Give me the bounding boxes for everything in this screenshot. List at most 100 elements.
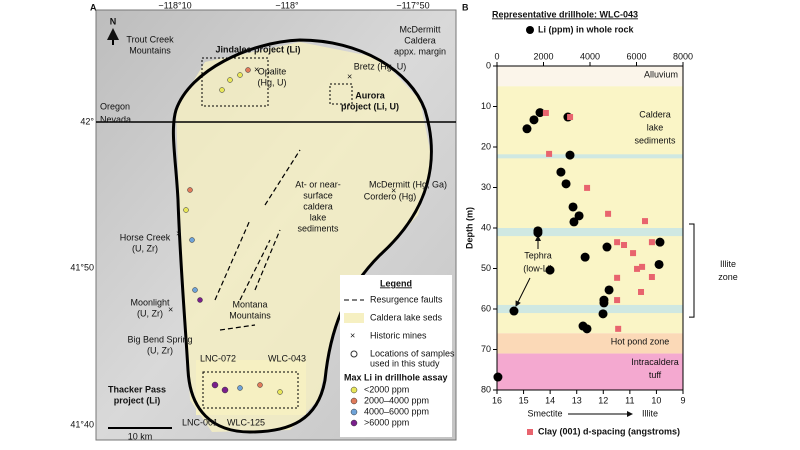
- map-label: (U, Zr): [132, 243, 158, 253]
- x-tick-label: 4000: [580, 51, 600, 61]
- point: [614, 297, 621, 304]
- map-label: McDermitt: [400, 24, 441, 34]
- point: [567, 114, 574, 121]
- map-label: Jindalee project (Li): [215, 44, 300, 54]
- point: [546, 150, 553, 157]
- scale-label: 10 km: [128, 431, 153, 441]
- point: [584, 184, 591, 191]
- faults: [214, 149, 301, 331]
- map-label: WLC-043: [268, 353, 306, 363]
- legend-marker: [527, 429, 533, 435]
- legend-swatch: [350, 397, 358, 405]
- point: [605, 210, 612, 217]
- map-label: lake: [310, 212, 327, 222]
- legend-sample: [350, 350, 358, 358]
- legend-title: Legend: [380, 278, 412, 288]
- x2-tick-label: 10: [651, 395, 661, 405]
- chart-title: Representative drillhole: WLC-043: [492, 9, 638, 19]
- legend-item: Resurgence faults: [370, 294, 443, 304]
- legend-box: [340, 275, 452, 437]
- map-label: WLC-125: [227, 417, 265, 427]
- zone-label: tuff: [649, 370, 662, 380]
- map-label: project (Li): [114, 395, 161, 405]
- point: [599, 298, 609, 308]
- x2-end-label: Illite: [642, 408, 658, 418]
- legend-item: Historic mines: [370, 330, 427, 340]
- zone: [497, 353, 683, 390]
- point: [638, 288, 645, 295]
- point: [569, 217, 579, 227]
- legend-label: Li (ppm) in whole rock: [538, 24, 634, 34]
- map-label: Trout Creek: [126, 34, 174, 44]
- map-label: (U, Zr): [147, 345, 173, 355]
- point: [634, 265, 641, 272]
- y-axis-label: Depth (m): [464, 207, 474, 249]
- longitude-label: −117°50: [396, 0, 429, 10]
- legend-label: Clay (001) d-spacing (angstroms): [538, 426, 680, 436]
- point: [648, 274, 655, 281]
- latitude-label: 42°: [80, 116, 94, 126]
- map-label: Aurora: [355, 90, 385, 100]
- point: [522, 124, 532, 134]
- x2-tick-label: 14: [545, 395, 555, 405]
- point: [509, 306, 519, 316]
- map-label: Thacker Pass: [108, 384, 166, 394]
- legend-swatch: [350, 408, 358, 416]
- x2-tick-label: 13: [572, 395, 582, 405]
- latitude-label: 41°50: [70, 262, 94, 272]
- point: [535, 108, 545, 118]
- x2-tick-label: 9: [680, 395, 685, 405]
- longitude-label: −118°10: [158, 0, 191, 10]
- tephra-band: [497, 228, 683, 237]
- legend-mine: ×: [350, 330, 355, 340]
- tephra-band: [497, 154, 683, 159]
- y-tick-label: 0: [486, 60, 491, 70]
- point: [568, 202, 578, 212]
- map-label: (U, Zr): [137, 308, 163, 318]
- legend-item: Caldera lake seds: [370, 312, 443, 322]
- zone-label: lake: [647, 123, 664, 133]
- legend-item: >6000 ppm: [364, 417, 409, 427]
- zone-label: sediments: [634, 136, 676, 146]
- x-tick-label: 0: [494, 51, 499, 61]
- mines: × × × × ×: [168, 64, 396, 314]
- zone: [497, 333, 683, 354]
- mine: ×: [391, 185, 396, 195]
- map-label: Cordero (Hg): [364, 191, 417, 201]
- x-tick-label: 2000: [533, 51, 553, 61]
- point: [582, 324, 592, 334]
- point: [580, 252, 590, 262]
- map-label: appx. margin: [394, 46, 446, 56]
- latitude-label: 41°40: [70, 419, 94, 429]
- panel-label: B: [462, 2, 469, 12]
- map-label: Horse Creek: [120, 232, 171, 242]
- lake-seds: [196, 360, 306, 415]
- illite-bracket: [689, 223, 695, 318]
- legend-item: 4000–6000 ppm: [364, 406, 429, 416]
- point: [529, 115, 539, 125]
- map-label: Bretz (Hg, U): [354, 61, 407, 71]
- point: [598, 309, 608, 319]
- lake-seds: [176, 42, 432, 432]
- point: [542, 109, 549, 116]
- legend-item: Locations of samples: [370, 348, 455, 358]
- map-label: Mountains: [229, 310, 271, 320]
- tephra-label: (low-Li): [523, 263, 553, 273]
- map-label: McDermitt (Hg, Ga): [369, 179, 447, 189]
- point: [545, 265, 555, 275]
- map-label: sediments: [297, 223, 339, 233]
- longitude-label: −118°: [275, 0, 299, 10]
- legend-subtitle: Max Li in drillhole assay: [344, 372, 448, 382]
- map-label: Nevada: [100, 114, 131, 124]
- point: [648, 239, 655, 246]
- point: [574, 211, 584, 221]
- point: [565, 150, 575, 160]
- point: [604, 285, 614, 295]
- point: [561, 179, 571, 189]
- zone-label: Alluvium: [644, 69, 678, 79]
- project-box: [202, 371, 299, 409]
- point: [615, 325, 622, 332]
- tephra-band: [497, 304, 683, 314]
- point: [639, 263, 646, 270]
